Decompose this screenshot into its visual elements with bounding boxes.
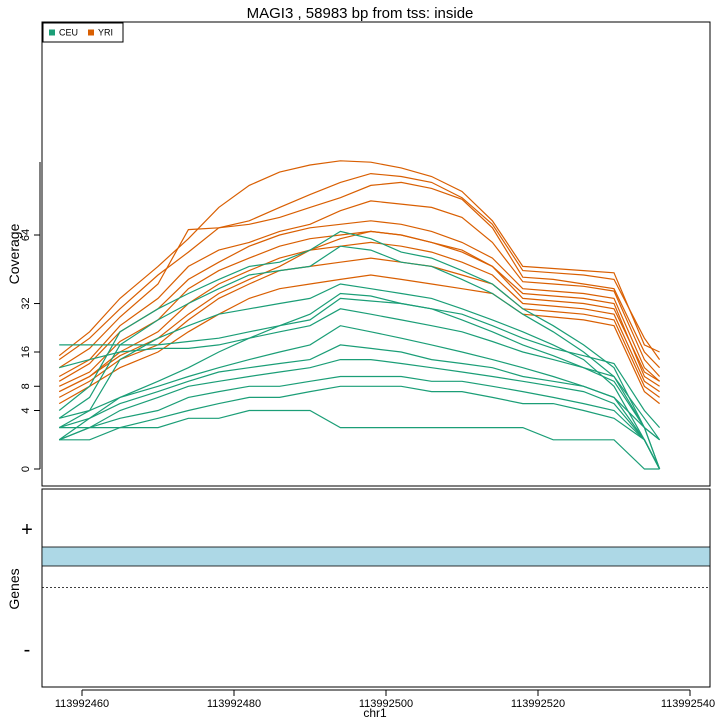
x-tick-label: 113992500 xyxy=(359,698,413,710)
series-line-ceu-10 xyxy=(58,230,660,441)
y-tick-label: 16 xyxy=(20,346,32,358)
series-line-ceu-16 xyxy=(59,344,661,470)
series-line-yri-5 xyxy=(58,230,660,387)
y-axis-label: Coverage xyxy=(6,223,22,284)
series-line-ceu-14 xyxy=(59,308,661,441)
x-tick-label: 113992480 xyxy=(207,698,261,710)
series-line-ceu-13 xyxy=(59,297,661,428)
y-tick-label: 8 xyxy=(20,383,32,389)
series-line-yri-6 xyxy=(58,241,660,393)
legend-label-ceu: CEU xyxy=(59,28,78,38)
series-line-ceu-18 xyxy=(58,375,661,470)
legend-box xyxy=(42,22,124,43)
y-ticks: 0 4 8 16 32 64 xyxy=(20,229,40,472)
y-tick-label: 4 xyxy=(20,407,32,413)
series-line-yri-0 xyxy=(58,160,660,357)
x-tick-label: 113992460 xyxy=(55,698,109,710)
series-line-yri-3 xyxy=(58,200,661,378)
x-axis-label: chr1 xyxy=(363,706,387,720)
genes-track-label: Genes xyxy=(6,568,22,609)
series-line-yri-2 xyxy=(58,181,661,369)
series-line-yri-9 xyxy=(58,230,660,393)
series-line-ceu-20 xyxy=(59,409,660,470)
series-line-ceu-21 xyxy=(58,292,660,441)
legend-swatch-yri xyxy=(88,29,94,36)
chart-title: MAGI3 , 58983 bp from tss: inside xyxy=(247,5,474,22)
plus-strand-label: + xyxy=(21,519,33,541)
y-tick-label: 64 xyxy=(20,229,32,241)
minus-strand-label: - xyxy=(24,639,31,661)
genes-panel xyxy=(41,488,711,688)
y-tick-label: 0 xyxy=(20,466,32,472)
x-tick-label: 113992520 xyxy=(511,698,565,710)
series-line-ceu-17 xyxy=(58,359,661,470)
legend-swatch-ceu xyxy=(49,29,55,36)
series-line-yri-8 xyxy=(58,274,660,405)
gene-bar xyxy=(41,546,711,567)
x-ticks: 113992460 113992480 113992500 113992520 1139… xyxy=(55,690,715,710)
x-tick-label: 113992540 xyxy=(661,698,715,710)
series-line-ceu-19 xyxy=(59,385,661,470)
series-line-ceu-11 xyxy=(58,245,661,470)
series-line-yri-4 xyxy=(58,220,661,382)
series-lines xyxy=(58,160,661,470)
series-line-yri-1 xyxy=(58,172,661,361)
legend: CEU YRI xyxy=(42,22,124,43)
series-line-yri-7 xyxy=(58,257,660,398)
coverage-panel xyxy=(41,21,711,487)
legend-label-yri: YRI xyxy=(98,28,113,38)
y-tick-label: 32 xyxy=(20,297,32,309)
series-line-ceu-15 xyxy=(59,325,661,470)
series-line-ceu-12 xyxy=(58,283,661,470)
